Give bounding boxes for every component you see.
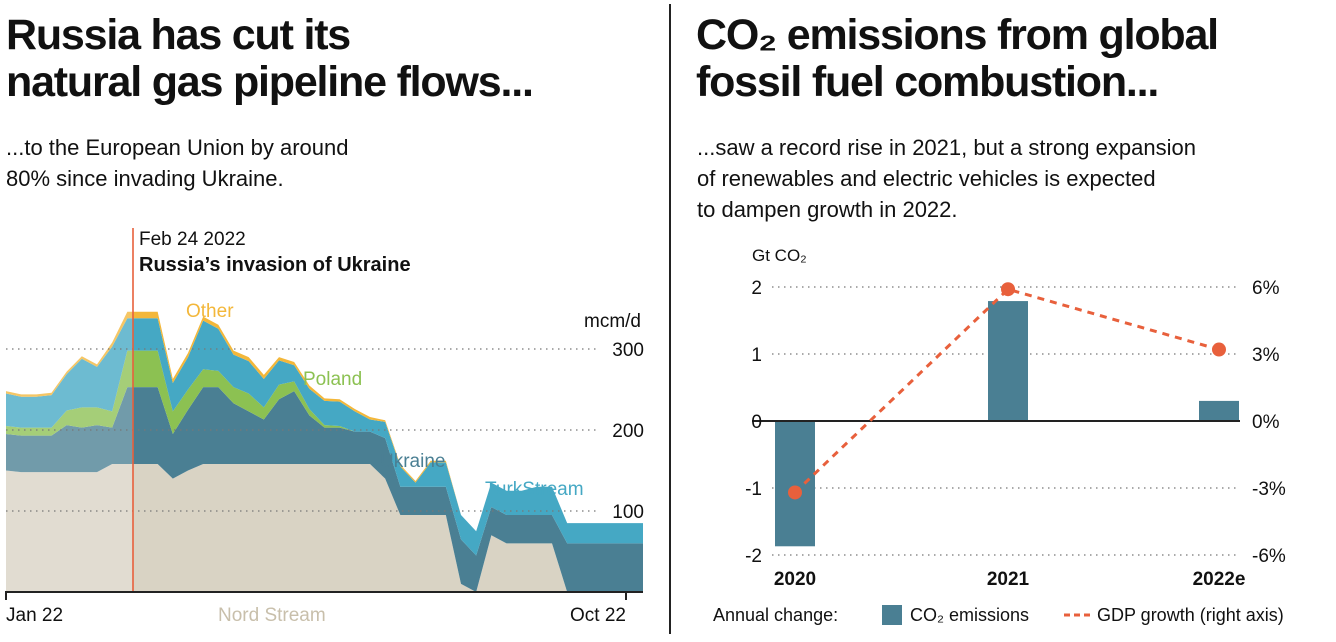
y2-tick-label: 0% xyxy=(1252,412,1280,433)
bar-2022e xyxy=(1199,400,1239,421)
x-label-2021: 2021 xyxy=(987,569,1030,590)
legend-label-co2: CO₂ emissions xyxy=(910,605,1029,625)
y2-tick-label: 6% xyxy=(1252,278,1280,299)
bars xyxy=(775,301,1239,547)
legend-prefix: Annual change: xyxy=(713,605,838,625)
y-tick-label-300: 300 xyxy=(612,340,644,361)
y-tick-label-100: 100 xyxy=(612,502,644,523)
left-subtitle-line2: 80% since invading Ukraine. xyxy=(6,166,284,191)
y-tick-label: 1 xyxy=(751,345,762,366)
y-tick-label: 0 xyxy=(751,412,762,433)
left-title: Russia has cut its natural gas pipeline … xyxy=(6,11,534,106)
left-subtitle: ...to the European Union by around 80% s… xyxy=(6,132,348,194)
left-title-line1: Russia has cut its xyxy=(6,11,351,59)
series-label-other: Other xyxy=(186,301,234,322)
right-title-line1: CO₂ emissions from global xyxy=(696,11,1219,59)
invasion-event-label: Russia’s invasion of Ukraine xyxy=(139,254,411,276)
y-axis-unit-label: mcm/d xyxy=(584,311,641,332)
y-tick-label: -1 xyxy=(745,479,762,500)
x-label-2020: 2020 xyxy=(774,569,816,590)
y-tick-label-200: 200 xyxy=(612,421,644,442)
series-label-nordstream: Nord Stream xyxy=(218,605,326,626)
left-subtitle-line1: ...to the European Union by around xyxy=(6,135,349,160)
gridlines xyxy=(6,348,596,512)
series-label-turkstream: TurkStream xyxy=(485,479,584,500)
series-label-poland: Poland xyxy=(303,369,362,390)
right-subtitle-line1: ...saw a record rise in 2021, but a stro… xyxy=(697,135,1196,160)
right-title: CO₂ emissions from global fossil fuel co… xyxy=(696,11,1219,106)
y2-tick-label: -3% xyxy=(1252,479,1286,500)
bar-2020 xyxy=(775,421,815,547)
pre-invasion-shade xyxy=(6,228,133,592)
area-poland xyxy=(6,350,643,556)
area-ukraine xyxy=(6,387,643,592)
gdp-point-2021 xyxy=(1001,282,1015,297)
gdp-growth-line xyxy=(793,287,1220,494)
y-axis-unit-label: Gt CO₂ xyxy=(752,246,807,265)
legend-label-gdp: GDP growth (right axis) xyxy=(1097,605,1284,625)
legend-swatch-co2 xyxy=(882,605,902,625)
x-tick-label-jan: Jan 22 xyxy=(6,605,63,626)
gridlines xyxy=(772,286,1240,556)
y2-tick-label: -6% xyxy=(1252,546,1286,567)
y-tick-label: -2 xyxy=(745,546,762,567)
area-turkstream xyxy=(6,318,643,556)
panel-divider xyxy=(669,4,671,634)
right-title-line2: fossil fuel combustion... xyxy=(696,58,1159,106)
right-subtitle-line2: of renewables and electric vehicles is e… xyxy=(697,166,1156,191)
area-layers xyxy=(6,228,643,592)
gdp-line xyxy=(788,282,1226,500)
gas-flow-area-chart: Feb 24 2022 Russia’s invasion of Ukraine… xyxy=(5,228,644,626)
y-tick-label: 2 xyxy=(751,278,762,299)
right-subtitle-line3: to dampen growth in 2022. xyxy=(697,197,958,222)
area-nord-stream xyxy=(6,464,643,592)
gdp-point-2020 xyxy=(788,485,802,500)
x-tick-label-oct: Oct 22 xyxy=(570,605,626,626)
series-label-ukraine: Ukraine xyxy=(380,451,445,472)
x-label-2022e: 2022e xyxy=(1193,569,1246,590)
y2-tick-label: 3% xyxy=(1252,345,1280,366)
tick-labels: -2 -1 0 1 2 -6% -3% 0% 3% 6% xyxy=(745,278,1286,567)
gdp-point-2022e xyxy=(1212,342,1226,357)
invasion-date-label: Feb 24 2022 xyxy=(139,229,246,250)
left-title-line2: natural gas pipeline flows... xyxy=(6,58,534,106)
bar-2021 xyxy=(988,301,1028,421)
right-subtitle: ...saw a record rise in 2021, but a stro… xyxy=(697,132,1196,225)
